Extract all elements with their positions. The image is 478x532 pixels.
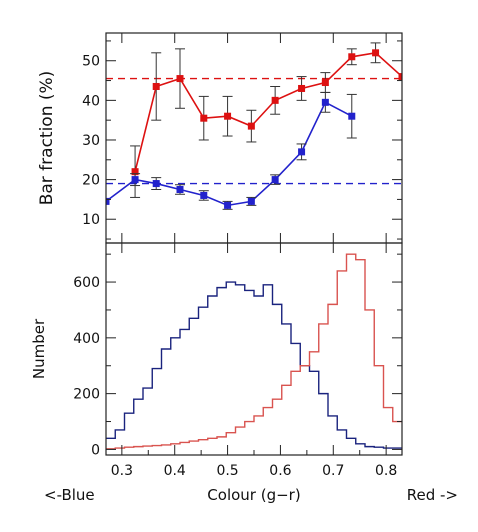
data-point xyxy=(152,180,160,188)
x-tick-label-0.3: 0.3 xyxy=(111,463,133,479)
bottom-y-axis-label: Number xyxy=(30,318,48,379)
data-point xyxy=(247,197,255,205)
top-y-ticks: 10 20 30 40 50 xyxy=(82,40,402,240)
reference-lines xyxy=(106,77,402,185)
x-tick-label-0.8: 0.8 xyxy=(375,463,397,479)
top-x-ticks xyxy=(121,33,387,243)
data-point xyxy=(200,114,208,122)
data-point xyxy=(106,197,110,205)
data-point xyxy=(321,79,329,87)
histogram-1 xyxy=(106,253,402,450)
top-y-tick-label-10: 10 xyxy=(82,212,100,228)
data-point xyxy=(200,191,208,199)
bottom-y-tick-label-200: 200 xyxy=(73,387,100,403)
data-point xyxy=(176,186,184,194)
data-point xyxy=(271,96,279,104)
data-point xyxy=(247,122,255,130)
annotation-blue: <-Blue xyxy=(44,486,95,504)
annotation-red: Red -> xyxy=(407,486,458,504)
x-tick-label-0.7: 0.7 xyxy=(322,463,344,479)
data-point xyxy=(176,75,184,83)
x-axis-label: Colour (g−r) xyxy=(207,486,300,504)
top-plot-frame xyxy=(105,32,403,244)
top-y-tick-label-50: 50 xyxy=(82,54,100,70)
bar-fraction-series xyxy=(106,42,402,210)
x-tick-label-0.4: 0.4 xyxy=(164,463,186,479)
data-point xyxy=(131,168,139,176)
top-y-tick-label-20: 20 xyxy=(82,173,100,189)
bottom-y-tick-label-400: 400 xyxy=(73,331,100,347)
data-point xyxy=(298,148,306,156)
bottom-x-ticks: 0.3 0.4 0.5 0.6 0.7 0.8 xyxy=(111,243,397,479)
data-point xyxy=(321,98,329,106)
bottom-y-ticks: 0 200 400 600 xyxy=(73,253,402,458)
data-point xyxy=(224,112,232,120)
data-point xyxy=(131,176,139,184)
data-point xyxy=(348,112,356,120)
data-point xyxy=(224,201,232,209)
histogram-panel: 0 200 400 600 0.3 0.4 0.5 0.6 0.7 0.8 Number xyxy=(30,242,403,479)
top-y-axis-label: Bar fraction (%) xyxy=(37,71,57,206)
data-point xyxy=(271,176,279,184)
data-point xyxy=(152,82,160,90)
data-point xyxy=(372,49,380,57)
data-point xyxy=(298,84,306,92)
bottom-plot-frame xyxy=(105,242,403,456)
bottom-y-tick-label-600: 600 xyxy=(73,275,100,291)
histogram-series xyxy=(106,253,402,450)
x-tick-label-0.5: 0.5 xyxy=(216,463,238,479)
bottom-y-tick-label-0: 0 xyxy=(91,442,100,458)
top-y-tick-label-40: 40 xyxy=(82,93,100,109)
bar-fraction-panel: 10 20 30 40 50 Bar fraction (%) xyxy=(37,32,403,244)
histogram-0 xyxy=(106,281,402,449)
data-point xyxy=(398,73,402,81)
x-tick-label-0.6: 0.6 xyxy=(269,463,291,479)
data-point xyxy=(348,53,356,61)
top-y-tick-label-30: 30 xyxy=(82,133,100,149)
series-line-0 xyxy=(134,51,402,172)
